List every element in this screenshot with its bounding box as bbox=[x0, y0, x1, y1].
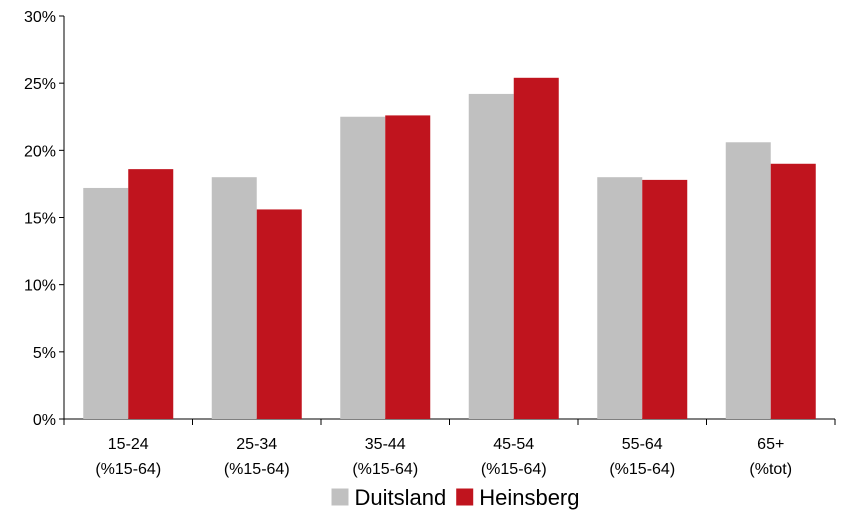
legend-label: Heinsberg bbox=[479, 485, 579, 510]
y-tick-label: 25% bbox=[24, 76, 56, 93]
bar-heinsberg-4 bbox=[642, 179, 688, 419]
x-category-label: 65+ bbox=[757, 436, 784, 453]
y-tick-label: 30% bbox=[24, 9, 56, 26]
x-category-label: (%15-64) bbox=[609, 461, 675, 478]
x-category-label: 45-54 bbox=[493, 436, 534, 453]
y-tick-label: 15% bbox=[24, 211, 56, 228]
bar-duitsland-0 bbox=[83, 187, 129, 419]
y-tick-label: 5% bbox=[33, 345, 56, 362]
legend-label: Duitsland bbox=[355, 485, 447, 510]
y-tick-label: 0% bbox=[33, 412, 56, 429]
legend: Duitsland Heinsberg bbox=[331, 485, 580, 510]
x-category-label: (%15-64) bbox=[352, 461, 418, 478]
legend-swatch bbox=[456, 488, 474, 506]
x-category-label: (%15-64) bbox=[224, 461, 290, 478]
bar-duitsland-2 bbox=[340, 116, 386, 419]
bar-heinsberg-0 bbox=[128, 169, 174, 419]
x-category-label: 15-24 bbox=[108, 436, 149, 453]
bar-duitsland-3 bbox=[468, 93, 514, 419]
legend-item: Duitsland bbox=[331, 485, 447, 510]
y-tick-label: 20% bbox=[24, 143, 56, 160]
legend-item: Heinsberg bbox=[456, 485, 580, 510]
x-category-label: 55-64 bbox=[622, 436, 663, 453]
bar-duitsland-1 bbox=[211, 177, 257, 419]
bars bbox=[83, 77, 816, 420]
x-category-label: (%15-64) bbox=[95, 461, 161, 478]
bar-heinsberg-5 bbox=[770, 163, 816, 419]
x-category-labels: 15-24 (%15-64) 25-34 (%15-64) 35-44 (%15-64) 4… bbox=[95, 436, 792, 478]
y-tick-label: 10% bbox=[24, 278, 56, 295]
x-category-label: (%15-64) bbox=[481, 461, 547, 478]
bar-duitsland-5 bbox=[725, 142, 771, 420]
x-category-label: (%tot) bbox=[749, 461, 792, 478]
bar-duitsland-4 bbox=[597, 177, 643, 419]
axes bbox=[59, 15, 836, 425]
bar-heinsberg-1 bbox=[256, 209, 302, 419]
legend-swatch bbox=[331, 488, 349, 506]
x-category-label: 25-34 bbox=[236, 436, 277, 453]
bar-heinsberg-3 bbox=[513, 77, 559, 419]
y-tick-labels: 0% 5% 10% 15% 20% 25% 30% bbox=[24, 9, 56, 429]
bar-heinsberg-2 bbox=[385, 115, 431, 419]
x-category-label: 35-44 bbox=[365, 436, 406, 453]
